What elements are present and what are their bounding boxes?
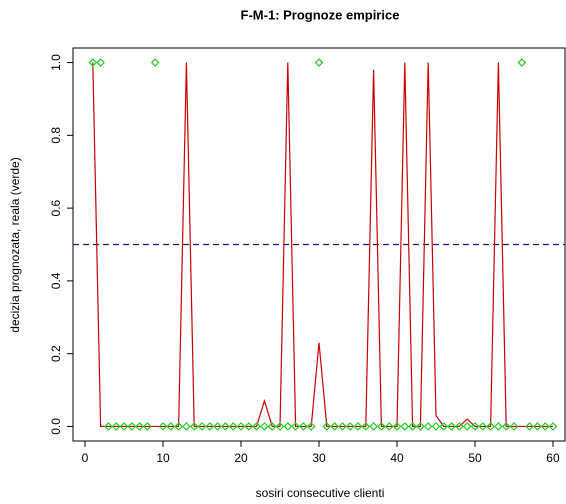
point [431,422,441,431]
point [322,422,332,431]
point [267,422,277,431]
y-tick-label: 0.2 [49,345,63,362]
point [104,422,113,431]
point [369,422,378,431]
point [509,422,519,431]
x-tick-label: 30 [312,451,326,465]
point [517,58,527,67]
point [150,58,160,67]
point [88,58,98,67]
point [353,422,363,431]
point [197,422,207,431]
point [439,422,449,431]
point [455,422,464,431]
point [314,58,324,67]
point [291,422,300,431]
x-tick-label: 40 [390,451,404,465]
point [127,422,137,431]
point [228,422,238,431]
point [158,422,168,431]
point [135,422,144,431]
point [111,422,121,431]
point [299,422,308,431]
x-tick-label: 10 [156,451,170,465]
point [384,422,394,431]
x-tick-label: 0 [82,451,89,465]
point [525,422,534,431]
point [478,422,488,431]
point [408,422,417,431]
y-tick-label: 0.6 [49,199,63,216]
point [423,422,433,431]
line [92,62,553,428]
point [377,422,386,431]
y-tick-label: 0.0 [49,418,63,435]
x-tick-label: 50 [468,451,482,465]
y-tick-label: 0.8 [49,127,63,144]
point [361,422,371,431]
point [486,422,495,431]
point [345,422,355,431]
point [330,422,339,431]
point [182,422,191,431]
point [462,422,472,431]
y-tick-label: 1.0 [49,54,63,71]
point [143,422,152,431]
point [119,422,129,431]
point [275,422,285,431]
point [96,58,105,67]
y-tick-label: 0.4 [49,272,63,289]
point [494,422,503,431]
point [236,422,246,431]
y-axis-label: decizia prognozata, reala (verde) [8,157,22,332]
point [174,422,183,431]
point [260,422,269,431]
point [283,422,293,431]
x-tick-label: 20 [234,451,248,465]
point [213,422,222,431]
point [400,422,410,431]
x-tick-label: 60 [546,451,560,465]
point [252,422,261,431]
point [166,422,176,431]
chart-title: F-M-1: Prognoze empirice [241,7,400,22]
point [470,422,480,431]
point [533,422,542,431]
point [392,422,402,431]
point [244,422,254,431]
x-axis-label: sosiri consecutive clienti [256,486,385,500]
point [205,422,215,431]
point [416,422,425,431]
point [501,422,511,431]
point [447,422,456,431]
point [189,422,199,431]
point [540,422,550,431]
point [548,422,558,431]
point [221,422,230,431]
point [306,422,316,431]
point [338,422,347,431]
